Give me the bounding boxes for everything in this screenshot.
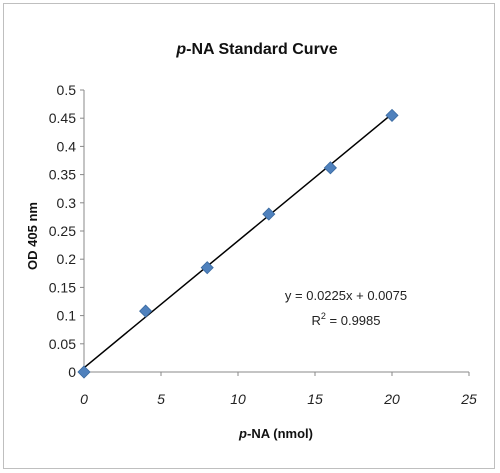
chart-frame: p-NA Standard Curve 0 0.05 0.1 0.15 0.2 0.25 0… [3, 3, 495, 469]
trendline-equation: y = 0.0225x + 0.0075 [285, 288, 407, 303]
x-tick-label: 10 [230, 391, 246, 407]
trendline [83, 113, 393, 369]
data-point [323, 161, 337, 175]
data-point [200, 261, 214, 275]
r-squared: R2 = 0.9985 [312, 311, 381, 328]
title-rest: -NA Standard Curve [186, 41, 338, 58]
xlabel-prefix: p [238, 426, 247, 441]
x-tick-label: 25 [460, 391, 477, 407]
x-axis-title: p-NA (nmol) [238, 426, 313, 441]
y-tick-label: 0.4 [57, 138, 77, 154]
data-markers [77, 108, 399, 379]
x-tick-label: 20 [383, 391, 400, 407]
r2-exponent: 2 [321, 311, 326, 321]
xlabel-rest: -NA (nmol) [247, 426, 313, 441]
y-tick-label: 0.2 [57, 251, 77, 267]
x-tick-label: 5 [157, 391, 165, 407]
r2-prefix: R [312, 313, 321, 328]
y-tick-label: 0.3 [57, 195, 77, 211]
y-tick-label: 0.35 [49, 167, 76, 183]
data-point [77, 365, 91, 379]
x-tick-label: 0 [80, 391, 88, 407]
x-tick-labels: 0 5 10 15 20 25 [80, 372, 477, 407]
y-tick-label: 0.45 [49, 110, 76, 126]
y-tick-label: 0.25 [49, 223, 76, 239]
x-tick-label: 15 [307, 391, 323, 407]
y-tick-label: 0.05 [49, 336, 76, 352]
r2-value: = 0.9985 [326, 313, 381, 328]
y-tick-label: 0.1 [57, 308, 77, 324]
data-point [385, 108, 399, 122]
data-point [262, 207, 276, 221]
y-tick-label: 0.15 [49, 279, 76, 295]
y-tick-label: 0.5 [57, 82, 77, 98]
y-axis-title: OD 405 nm [25, 202, 40, 270]
chart-svg: p-NA Standard Curve 00.050.10.150.20.250… [25, 41, 477, 441]
data-point [139, 304, 153, 318]
title-prefix: p [175, 41, 186, 58]
y-tick-labels: 0 0.05 0.1 0.15 0.2 0.25 0.3 0.35 0.4 0.45 0.5 [49, 82, 84, 380]
chart-title: p-NA Standard Curve [175, 41, 337, 58]
y-tick-label: 0 [68, 364, 76, 380]
